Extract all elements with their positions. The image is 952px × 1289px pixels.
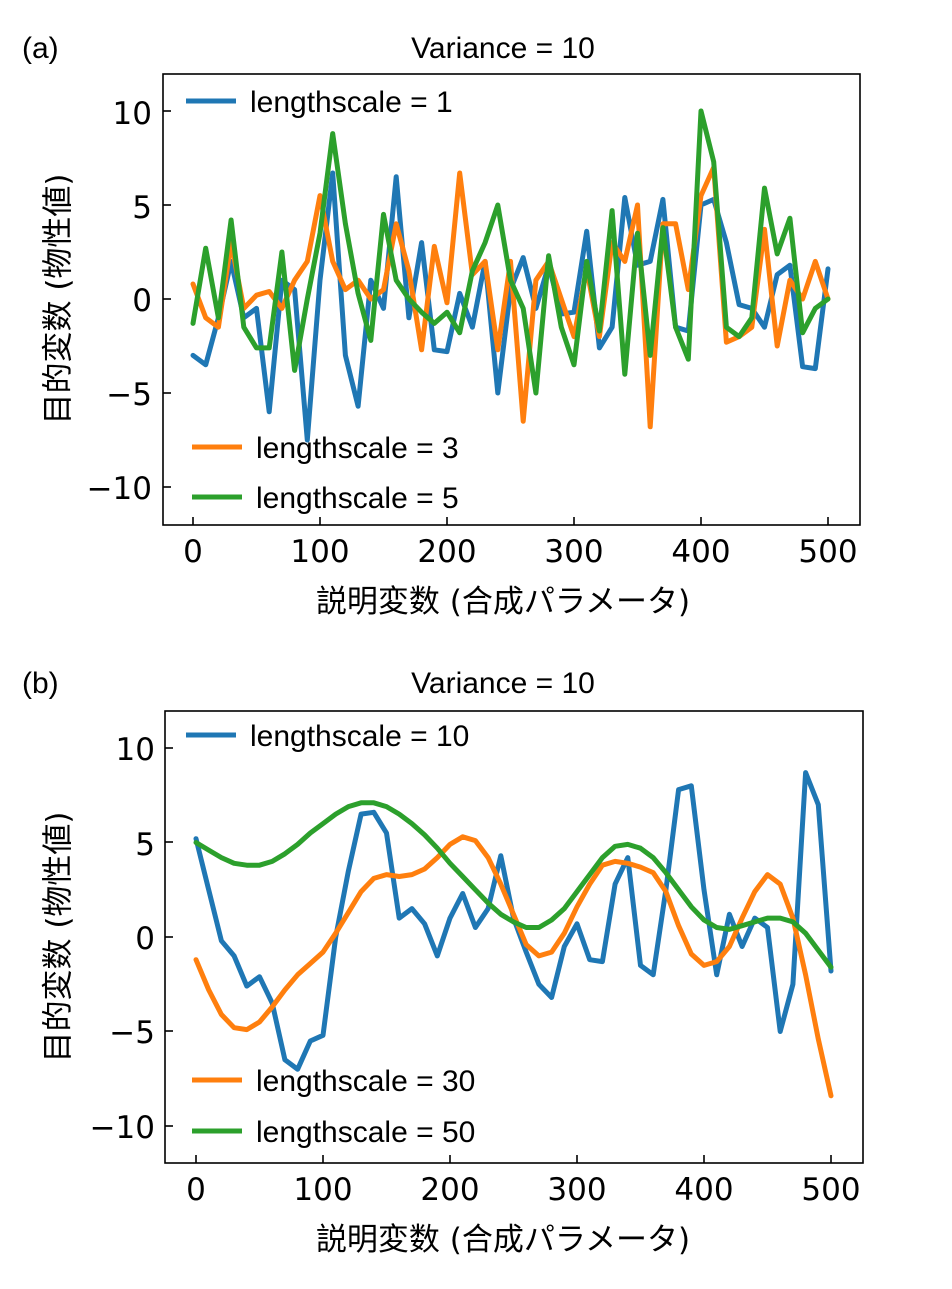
y-tick-labels: 10 5 0 −5 −10 <box>87 96 152 507</box>
x-ticks <box>192 517 829 525</box>
x-tick-label: 500 <box>798 534 857 570</box>
y-tick-label: 10 <box>113 96 152 132</box>
y-tick-label: 0 <box>132 283 152 319</box>
panel-a: (a) Variance = 10 目的変数 (物性値) 10 5 0 −5 −… <box>22 32 861 620</box>
x-tick-label: 400 <box>674 1172 733 1208</box>
y-tick-label: −10 <box>90 1110 155 1146</box>
plot-frame <box>162 73 861 526</box>
panel-label: (a) <box>22 32 59 65</box>
y-axis-label-text: 目的変数 (物性値) <box>41 173 77 424</box>
plot-area <box>190 108 831 443</box>
x-tick-labels: 0 100 200 300 400 500 <box>186 1172 860 1208</box>
y-ticks <box>165 747 173 1127</box>
chart-title: Variance = 10 <box>411 667 595 700</box>
x-axis-label: 説明変数 (合成パラメータ) <box>316 1222 690 1258</box>
legend-label-0: lengthscale = 1 <box>250 86 453 119</box>
x-tick-label: 0 <box>186 1172 206 1208</box>
y-tick-label: −10 <box>87 471 152 507</box>
x-tick-label: 0 <box>183 534 203 570</box>
plot-area <box>193 770 834 1099</box>
legend-upper: lengthscale = 10 <box>186 720 469 753</box>
x-tick-label: 400 <box>671 534 730 570</box>
series-line-2 <box>193 800 834 970</box>
legend-label-2: lengthscale = 50 <box>256 1116 475 1149</box>
y-tick-label: 10 <box>116 732 155 768</box>
legend-lower: lengthscale = 3 lengthscale = 5 <box>192 432 459 515</box>
legend-label-1: lengthscale = 3 <box>256 432 459 465</box>
panel-label: (b) <box>22 667 59 700</box>
y-tick-label: −5 <box>106 377 152 413</box>
plot-frame <box>164 710 864 1164</box>
x-tick-label: 100 <box>290 534 349 570</box>
series-line-1 <box>193 834 834 1099</box>
chart-title: Variance = 10 <box>411 32 595 65</box>
y-axis-label: 目的変数 (物性値) <box>41 811 77 1062</box>
legend-upper: lengthscale = 1 <box>186 86 453 119</box>
x-tick-label: 500 <box>801 1172 860 1208</box>
y-tick-label: 5 <box>135 827 155 863</box>
x-tick-label: 300 <box>547 1172 606 1208</box>
legend-label-2: lengthscale = 5 <box>256 482 459 515</box>
x-tick-labels: 0 100 200 300 400 500 <box>183 534 857 570</box>
x-axis-label: 説明変数 (合成パラメータ) <box>316 584 690 620</box>
y-axis-label-text: 目的変数 (物性値) <box>41 811 77 1062</box>
x-tick-label: 100 <box>293 1172 352 1208</box>
x-tick-label: 300 <box>544 534 603 570</box>
y-tick-label: 5 <box>132 190 152 226</box>
x-tick-label: 200 <box>420 1172 479 1208</box>
legend-label-1: lengthscale = 30 <box>256 1065 475 1098</box>
y-tick-label: 0 <box>135 921 155 957</box>
x-tick-label: 200 <box>417 534 476 570</box>
panel-b: (b) Variance = 10 目的変数 (物性値) 10 5 0 −5 −… <box>22 667 864 1258</box>
series-line-2 <box>190 108 831 396</box>
legend-lower: lengthscale = 30 lengthscale = 50 <box>192 1065 475 1149</box>
legend-label-0: lengthscale = 10 <box>250 720 469 753</box>
y-ticks <box>163 110 171 488</box>
x-ticks <box>195 1155 832 1163</box>
y-axis-label: 目的変数 (物性値) <box>41 173 77 424</box>
y-tick-labels: 10 5 0 −5 −10 <box>90 732 155 1146</box>
y-tick-label: −5 <box>109 1015 155 1051</box>
